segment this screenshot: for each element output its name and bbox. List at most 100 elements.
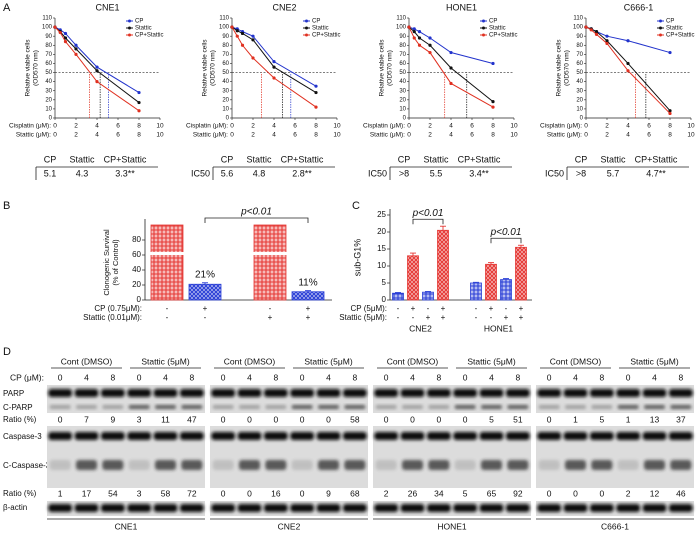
ratio: 37 (676, 414, 686, 424)
y-tick-label: 50 (45, 70, 52, 76)
band (291, 405, 313, 409)
band (153, 504, 178, 512)
row-sign: - (475, 304, 478, 313)
band (453, 432, 478, 440)
band (537, 504, 562, 512)
ratio: 1 (573, 414, 578, 424)
ratio: 54 (108, 488, 118, 498)
ratio: 9 (326, 488, 331, 498)
band (375, 460, 397, 470)
band (153, 432, 178, 440)
chart-title: C666-1 (624, 2, 654, 12)
y-tick-label: 110 (396, 16, 406, 22)
x-tick-label: 4 (449, 123, 453, 130)
y-tick-label: 60 (222, 61, 229, 67)
row-sign: + (426, 313, 431, 322)
y-tick-label: 80 (45, 43, 52, 49)
y-axis-label: (OD570 nm) (33, 50, 40, 86)
blot-membrane (536, 426, 694, 488)
band (102, 405, 124, 409)
band (48, 504, 73, 512)
x-tick-label: 10 (510, 132, 518, 139)
treatment-label: Stattic (5μM) (630, 356, 679, 366)
legend-label: CP (666, 19, 674, 25)
data-point (668, 50, 672, 55)
band (74, 504, 99, 512)
x-tick-label: 10 (156, 132, 164, 139)
dose: 4 (410, 372, 415, 382)
x-tick-label: 8 (137, 132, 141, 139)
row-sign: - (204, 313, 207, 322)
dose: 4 (163, 372, 168, 382)
band (505, 504, 530, 512)
data-point (626, 61, 630, 66)
legend-label: Stattic (489, 26, 506, 32)
bar (291, 291, 325, 301)
data-point (449, 81, 453, 86)
ratio: 65 (487, 488, 497, 498)
x-tick-label: 10 (156, 123, 164, 130)
y-tick-label: 10 (45, 106, 52, 112)
ratio: 0 (300, 488, 305, 498)
row-sign: - (397, 304, 400, 313)
dose: 0 (137, 372, 142, 382)
row-sign: + (306, 313, 311, 322)
row-sign: - (166, 304, 169, 313)
y-tick-label: 20 (132, 280, 141, 289)
table-header: Stattic (69, 154, 95, 164)
ratio: 2 (384, 488, 389, 498)
band (668, 389, 693, 397)
legend-label: Stattic (135, 26, 152, 32)
dose: 8 (110, 372, 115, 382)
y-tick-label: 40 (132, 265, 141, 274)
group-label: HONE1 (484, 323, 514, 333)
table-cell: 3.3** (115, 168, 135, 178)
row-sign: - (269, 304, 272, 313)
band (344, 405, 366, 409)
band (317, 405, 340, 409)
dose: 0 (384, 372, 389, 382)
band (238, 405, 261, 409)
blot-row-label: Caspase-3 (3, 432, 42, 441)
band (401, 460, 424, 470)
data-point (412, 27, 416, 31)
x-tick-label: 8 (668, 123, 672, 130)
table-cell: 2.8** (292, 168, 312, 178)
treatment-label: Cont (DMSO) (224, 356, 276, 366)
data-point (137, 109, 141, 113)
data-point (137, 90, 141, 95)
y-tick-label: 100 (573, 25, 584, 31)
legend-label: CP (489, 19, 497, 25)
x-row-label: Cisplatin (μM): (186, 123, 228, 130)
band (181, 460, 203, 470)
y-tick-label: 50 (576, 70, 583, 76)
ratio: 5 (463, 488, 468, 498)
band (400, 504, 425, 512)
x-tick-label: 2 (251, 123, 255, 130)
bar (188, 283, 222, 301)
band (49, 405, 71, 409)
treatment-label: Cont (DMSO) (61, 356, 113, 366)
x-tick-label: 4 (626, 123, 630, 130)
data-point (668, 109, 672, 113)
table-cell: 4.8 (253, 168, 266, 178)
data-point (491, 61, 495, 66)
x-tick-label: 2 (74, 123, 78, 130)
ratio: 0 (247, 414, 252, 424)
band (375, 405, 397, 409)
dose: 8 (352, 372, 357, 382)
band (479, 389, 504, 397)
data-point (240, 43, 245, 47)
legend-marker (659, 33, 662, 37)
y-tick-label: 70 (576, 52, 583, 58)
legend-marker (482, 19, 485, 23)
y-tick-label: 80 (222, 43, 229, 49)
significance-label: p<0.01 (240, 207, 272, 218)
y-axis-label: sub-G1% (352, 239, 362, 277)
panel-label: D (3, 346, 11, 358)
data-point (63, 31, 68, 36)
band (453, 389, 478, 397)
band (643, 460, 666, 470)
band (237, 504, 262, 512)
y-tick-label: 30 (399, 88, 406, 94)
